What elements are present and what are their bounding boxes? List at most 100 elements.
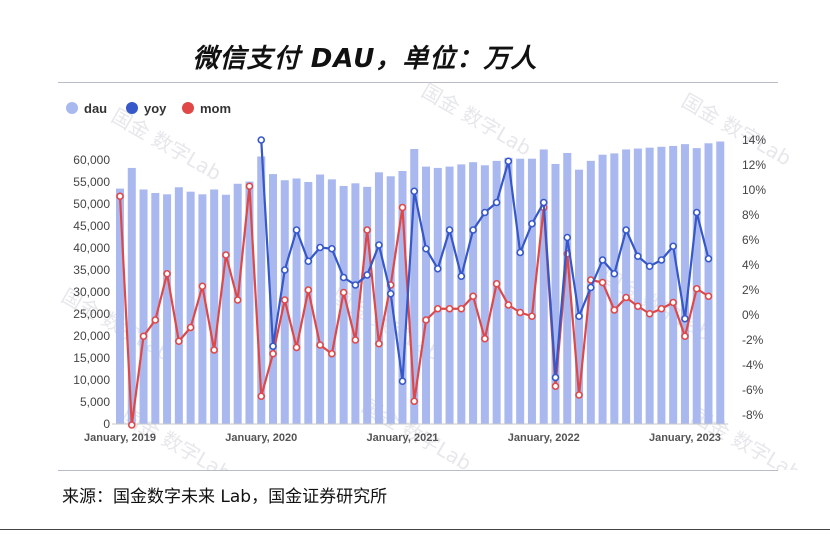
mom-point: [410, 397, 419, 406]
yoy-point: [669, 242, 677, 251]
left-tick-label: 60,000: [73, 153, 110, 167]
mom-point: [151, 316, 160, 324]
left-tick-label: 55,000: [73, 175, 110, 189]
mom-point: [292, 343, 301, 352]
dau-bar: [139, 189, 148, 424]
mom-point: [198, 282, 207, 291]
right-tick-label: 8%: [742, 208, 760, 222]
mom-point: [704, 292, 713, 301]
mom-point: [492, 279, 501, 288]
yoy-point: [563, 233, 572, 242]
yoy-point: [598, 256, 607, 264]
yoy-point: [410, 187, 419, 196]
legend-yoy-label: yoy: [144, 101, 167, 116]
yoy-point: [492, 198, 501, 207]
title-divider: [58, 82, 778, 83]
yoy-point: [575, 312, 583, 321]
mom-point: [127, 421, 136, 429]
yoy-point: [280, 266, 289, 274]
mom-point: [469, 292, 477, 301]
dau-bar: [504, 157, 513, 425]
dau-bar: [516, 158, 525, 424]
yoy-point: [551, 373, 560, 382]
dau-bar: [198, 194, 207, 424]
yoy-point: [681, 314, 689, 323]
right-tick-label: 4%: [742, 258, 760, 272]
chart-title: 微信支付 DAU，单位：万人: [192, 44, 538, 74]
right-tick-label: 6%: [742, 233, 760, 247]
mom-point: [622, 293, 630, 302]
dau-bar: [116, 188, 124, 424]
dau-bar: [221, 194, 230, 424]
mom-point: [328, 349, 336, 358]
mom-point: [257, 392, 266, 401]
dau-bar: [527, 158, 536, 424]
mom-point: [375, 339, 383, 348]
dau-bar: [551, 163, 560, 424]
right-tick-label: 12%: [742, 158, 766, 172]
dau-bar: [316, 174, 325, 424]
dau-bar: [374, 172, 383, 424]
yoy-point: [504, 157, 513, 166]
dau-bar: [151, 193, 160, 424]
yoy-point: [645, 262, 654, 271]
mom-point: [339, 288, 348, 297]
right-axis: -8% -6% -4% -2% 0% 2% 4% 6% 8% 10% 12% 14%: [742, 133, 766, 422]
dau-bar: [233, 183, 242, 424]
left-tick-label: 40,000: [73, 241, 110, 255]
left-tick-label: 35,000: [73, 263, 110, 277]
left-tick-label: 10,000: [73, 373, 110, 387]
yoy-point: [528, 219, 536, 228]
dau-bar: [563, 152, 572, 424]
dau-bar: [351, 183, 360, 424]
right-tick-label: 14%: [742, 133, 766, 147]
dau-bar: [575, 169, 584, 424]
dau-bar: [492, 160, 501, 424]
mom-point: [528, 312, 536, 321]
mom-point: [634, 302, 642, 311]
dau-bar: [245, 181, 254, 424]
dau-bar: [304, 182, 313, 424]
yoy-point: [328, 244, 336, 253]
mom-point: [398, 203, 407, 212]
legend-mom-marker: [182, 102, 194, 114]
mom-point: [233, 296, 242, 304]
mom-point: [575, 391, 583, 399]
x-tick-label: January, 2019: [84, 432, 156, 444]
mom-point: [610, 306, 619, 314]
dau-bar: [186, 191, 195, 424]
dau-bar: [163, 194, 172, 424]
dau-bar: [622, 149, 631, 424]
right-tick-label: -4%: [742, 358, 764, 372]
dau-bar: [433, 167, 442, 425]
right-tick-label: 0%: [742, 308, 760, 322]
yoy-point: [398, 377, 407, 386]
dau-bar: [327, 179, 336, 424]
dau-bar: [445, 166, 454, 424]
mom-point: [269, 349, 277, 358]
dau-bar: [457, 164, 466, 424]
yoy-point: [433, 264, 442, 273]
dau-bar: [210, 189, 219, 424]
page-bottom-rule: [0, 529, 830, 530]
yoy-point: [622, 226, 630, 234]
dau-bar: [269, 174, 278, 424]
chart-legend: dau yoy mom: [66, 101, 231, 116]
mom-point: [481, 334, 489, 343]
yoy-point: [469, 226, 477, 234]
yoy-point: [316, 243, 324, 252]
source-note: 来源：国金数字未来 Lab，国金证券研究所: [62, 487, 388, 507]
x-tick-label: January, 2020: [225, 432, 297, 444]
dau-bar: [586, 160, 595, 424]
yoy-point: [516, 248, 524, 257]
yoy-point: [610, 269, 619, 278]
mom-point: [210, 346, 218, 354]
mom-point: [551, 382, 560, 391]
chart-divider: [58, 470, 778, 471]
yoy-point: [634, 252, 642, 261]
mom-series: [116, 182, 713, 429]
mom-point: [504, 301, 513, 309]
dau-bar: [539, 149, 548, 424]
legend-dau-marker: [66, 102, 78, 114]
